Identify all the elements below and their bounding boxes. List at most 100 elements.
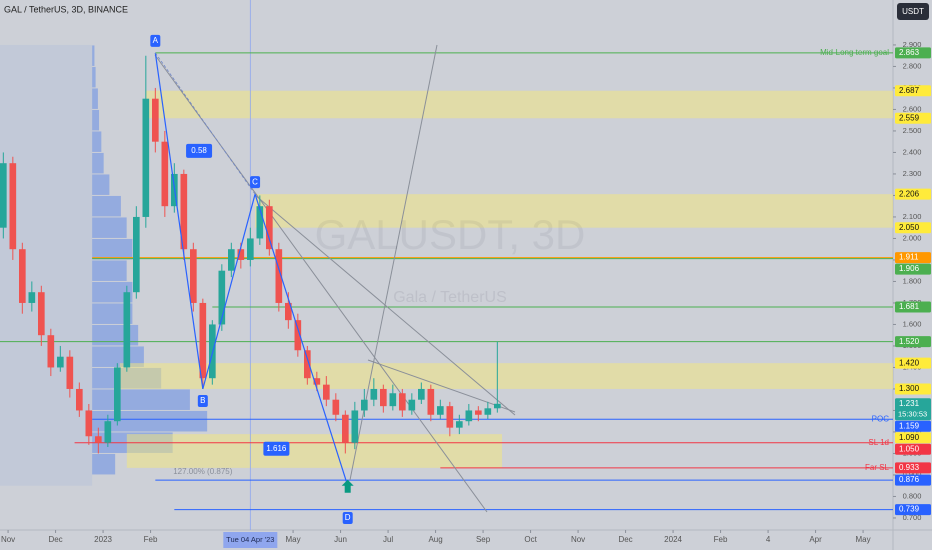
volume-profile-bar [92, 410, 208, 432]
price-label-box [895, 336, 931, 348]
candle-body [133, 216, 140, 293]
candle-body [256, 206, 264, 239]
y-tick-label: 1.600 [903, 319, 922, 328]
price-label-box [895, 47, 931, 59]
x-tick-label: Apr [809, 535, 822, 544]
candle-body [28, 292, 36, 303]
price-label-box [895, 263, 931, 275]
volume-profile-bar [92, 195, 121, 217]
level-note: Mid-Long term goal [820, 48, 889, 57]
price-label: 2.863 [899, 48, 920, 57]
candle-body [95, 436, 102, 443]
pattern-leg [202, 193, 256, 390]
candle-body [142, 98, 150, 217]
ratio-label: 1.616 [266, 444, 287, 453]
ratio-badge [263, 441, 290, 456]
price-label: 1.159 [899, 421, 920, 430]
y-tick-label: 2.400 [903, 147, 922, 156]
y-tick-label: 0.800 [903, 491, 922, 500]
pattern-point-label: B [200, 396, 205, 405]
price-label-box [895, 188, 931, 200]
price-label: 1.681 [899, 302, 920, 311]
price-label: 1.520 [899, 337, 920, 346]
y-tick-label: 2.900 [903, 40, 922, 49]
x-tick-label: May [286, 535, 301, 544]
y-tick-label: 2.300 [903, 169, 922, 178]
price-label: 1.231 [899, 399, 920, 408]
candle-body [427, 388, 435, 415]
zone [255, 194, 893, 228]
crosshair-date-box [223, 532, 278, 548]
pattern-leg [154, 52, 256, 195]
x-tick-label: 4 [766, 535, 771, 544]
candle-body [180, 173, 188, 250]
candle-body [370, 388, 378, 400]
price-label-box [895, 112, 931, 124]
y-tick-label: 1.800 [903, 276, 922, 285]
candle-body [228, 249, 235, 271]
pattern-point-label: D [345, 513, 351, 522]
candle-body [247, 238, 254, 260]
volume-profile-bar [92, 324, 139, 346]
price-label-box [895, 420, 931, 432]
candle-body [399, 393, 406, 411]
candle-body [475, 410, 482, 415]
candle-body [152, 98, 159, 142]
volume-profile-bar [92, 346, 144, 367]
candle-body [351, 410, 359, 443]
pattern-badge [197, 394, 208, 407]
x-tick-label: Feb [144, 535, 158, 544]
background-layer [0, 0, 893, 530]
watermark-subtitle: Gala / TetherUS [393, 289, 507, 306]
price-label-box [895, 85, 931, 97]
pattern-leg [254, 193, 349, 486]
y-tick-label: 2.100 [903, 212, 922, 221]
volume-profile-area [0, 44, 93, 486]
currency-button-label[interactable]: USDT [902, 7, 924, 16]
candle-body [190, 249, 197, 303]
x-tick-label: 2024 [664, 535, 682, 544]
candle-body [19, 249, 26, 303]
x-tick-label: Nov [571, 535, 585, 544]
candle-body [323, 384, 330, 400]
candle-body [446, 406, 454, 428]
ratio-badge [186, 143, 213, 158]
price-label: 0.933 [899, 463, 920, 472]
candle-body [123, 292, 131, 368]
price-label-box [895, 504, 931, 516]
candle-body [389, 393, 397, 407]
y-tick-label: 0.900 [903, 470, 922, 479]
candle-body [85, 410, 93, 437]
candle-body [285, 302, 292, 321]
price-label: 0.876 [899, 475, 920, 484]
zone [126, 434, 503, 468]
y-tick-label: 0.700 [903, 513, 922, 522]
candle-body [380, 388, 387, 407]
volume-profile-bar [92, 152, 104, 174]
candle-body [266, 206, 273, 250]
candle-body [9, 163, 17, 250]
volume-profile-bar [92, 66, 96, 88]
candle-body [494, 403, 501, 409]
candle-body [57, 356, 64, 368]
price-label: 1.300 [899, 384, 920, 393]
price-label: 1.090 [899, 433, 920, 442]
volume-profile-bar [92, 45, 95, 66]
pattern-badge [150, 34, 161, 47]
volume-profile-bar [92, 260, 127, 281]
volume-profile-bar [92, 389, 190, 410]
candle-body [294, 320, 302, 351]
currency-button[interactable] [897, 3, 929, 20]
volume-profile-bar [92, 217, 127, 238]
extension-label: 127.00% (0.875) [173, 467, 232, 476]
candle-body [199, 302, 207, 379]
x-tick-label: Jul [383, 535, 393, 544]
volume-profile-bar [92, 131, 102, 152]
price-label-box [895, 222, 931, 234]
candle-body [342, 414, 349, 443]
pattern-leg [154, 52, 204, 390]
crosshair-date-label: Tue 04 Apr '23 [226, 535, 274, 544]
candle-body [313, 378, 321, 385]
candle-body [161, 141, 169, 207]
candle-body [38, 292, 45, 336]
